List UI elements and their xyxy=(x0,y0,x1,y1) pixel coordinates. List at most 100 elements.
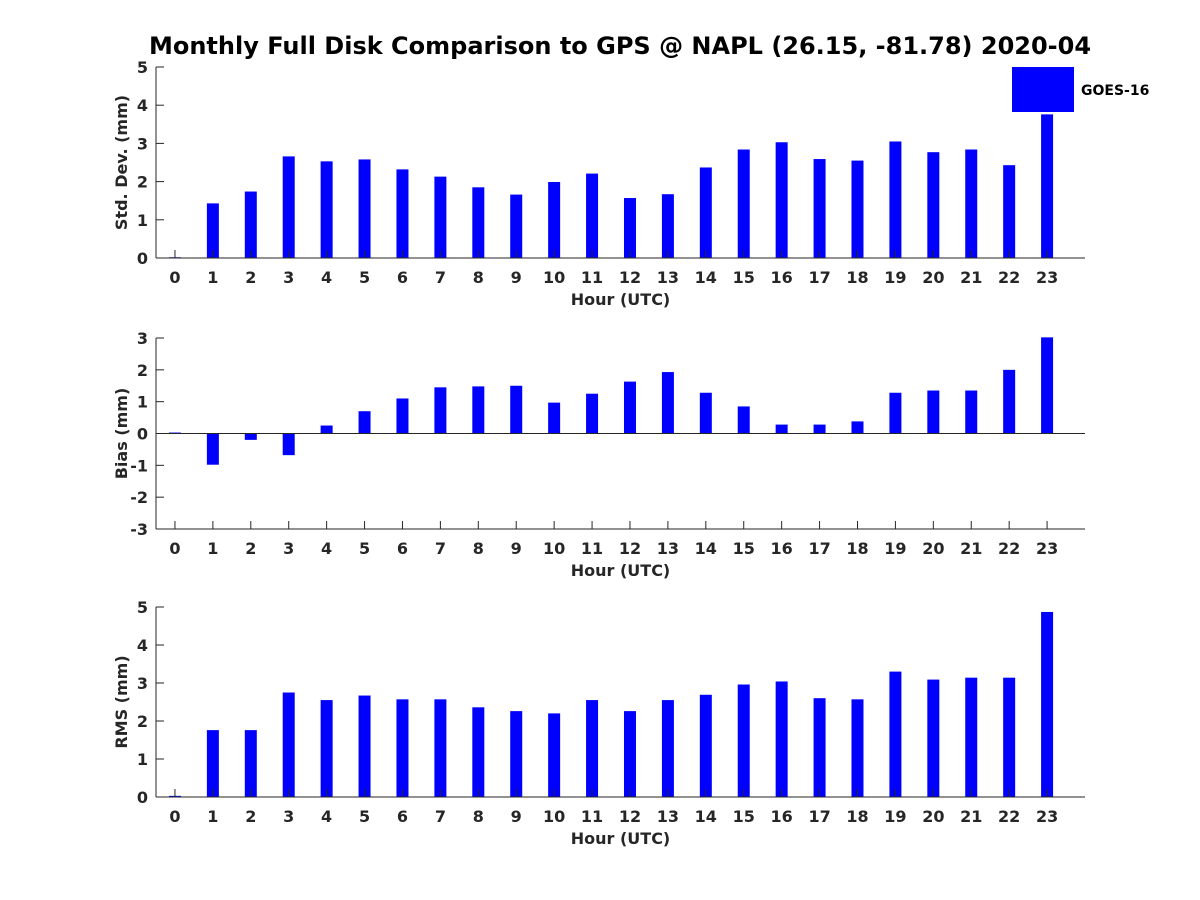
rms-bar-hour-20 xyxy=(927,679,940,797)
bias-bar-hour-21 xyxy=(965,390,978,434)
std-dev-x-tick-label: 9 xyxy=(511,268,522,287)
std-dev-x-tick-label: 1 xyxy=(207,268,218,287)
figure-title: Monthly Full Disk Comparison to GPS @ NA… xyxy=(149,32,1091,60)
rms-x-tick-label: 5 xyxy=(359,807,370,826)
bias-x-tick-label: 4 xyxy=(321,539,332,558)
bias-x-tick-label: 1 xyxy=(207,539,218,558)
bias-x-tick-label: 13 xyxy=(657,539,679,558)
std-dev-bar-hour-3 xyxy=(282,156,295,258)
bias-x-tick-label: 11 xyxy=(581,539,603,558)
bias-x-tick-label: 15 xyxy=(733,539,755,558)
rms-y-tick-label: 1 xyxy=(137,750,148,769)
bias-x-tick-label: 0 xyxy=(169,539,180,558)
std-dev-x-tick-label: 15 xyxy=(733,268,755,287)
rms-bar-hour-14 xyxy=(699,694,712,797)
rms-y-axis-label: RMS (mm) xyxy=(112,655,131,748)
bias-bar-hour-1 xyxy=(206,433,219,465)
bias-y-tick-label: -1 xyxy=(130,456,148,475)
bias-y-tick-label: -3 xyxy=(130,520,148,539)
rms-bar-hour-3 xyxy=(282,692,295,797)
std-dev-bar-hour-23 xyxy=(1041,114,1054,259)
rms-x-tick-label: 7 xyxy=(435,807,446,826)
rms-x-tick-label: 16 xyxy=(771,807,793,826)
std-dev-y-tick-label: 5 xyxy=(137,58,148,77)
rms-bar-hour-19 xyxy=(889,671,902,797)
std-dev-x-tick-label: 0 xyxy=(169,268,180,287)
bias-bar-hour-3 xyxy=(282,433,295,456)
rms-bar-hour-11 xyxy=(586,700,599,797)
bias-x-tick-label: 22 xyxy=(998,539,1020,558)
bias-bar-hour-5 xyxy=(358,411,371,434)
rms-x-tick-label: 1 xyxy=(207,807,218,826)
std-dev-x-tick-label: 4 xyxy=(321,268,332,287)
std-dev-x-tick-label: 11 xyxy=(581,268,603,287)
rms-x-tick-label: 9 xyxy=(511,807,522,826)
std-dev-bar-hour-13 xyxy=(661,194,674,258)
bias-x-tick-label: 2 xyxy=(245,539,256,558)
bias-bar-hour-17 xyxy=(813,424,826,434)
rms-bar-hour-21 xyxy=(965,677,978,797)
rms-y-tick-label: 3 xyxy=(137,674,148,693)
bias-x-tick-label: 7 xyxy=(435,539,446,558)
std-dev-x-tick-label: 18 xyxy=(846,268,868,287)
std-dev-x-tick-label: 20 xyxy=(922,268,944,287)
rms-x-tick-label: 17 xyxy=(808,807,830,826)
rms-x-tick-label: 18 xyxy=(846,807,868,826)
std-dev-x-tick-label: 13 xyxy=(657,268,679,287)
bias-y-tick-label: 2 xyxy=(137,361,148,380)
bias-y-tick-label: -2 xyxy=(130,488,148,507)
rms-x-tick-label: 12 xyxy=(619,807,641,826)
std-dev-bar-hour-22 xyxy=(1003,165,1016,258)
bias-bar-hour-7 xyxy=(434,387,447,434)
rms-x-tick-label: 14 xyxy=(695,807,717,826)
bias-x-tick-label: 18 xyxy=(846,539,868,558)
rms-bar-hour-1 xyxy=(206,730,219,797)
bias-bar-hour-20 xyxy=(927,390,940,434)
std-dev-bar-hour-21 xyxy=(965,149,978,258)
rms-bar-hour-17 xyxy=(813,698,826,797)
rms-y-tick-label: 2 xyxy=(137,712,148,731)
rms-bar-hour-4 xyxy=(320,700,333,797)
std-dev-bar-hour-8 xyxy=(472,187,485,258)
std-dev-bar-hour-18 xyxy=(851,160,864,258)
bias-bar-hour-14 xyxy=(699,392,712,434)
bias-bar-hour-11 xyxy=(586,393,599,434)
std-dev-x-axis-label: Hour (UTC) xyxy=(571,290,671,309)
std-dev-bar-hour-5 xyxy=(358,159,371,258)
bias-bar-hour-2 xyxy=(244,433,257,440)
rms-bar-hour-18 xyxy=(851,699,864,797)
std-dev-x-tick-label: 17 xyxy=(808,268,830,287)
std-dev-y-tick-label: 0 xyxy=(137,249,148,268)
legend-label: GOES-16 xyxy=(1081,83,1149,99)
std-dev-bar-hour-14 xyxy=(699,167,712,258)
bias-x-tick-label: 23 xyxy=(1036,539,1058,558)
std-dev-y-axis-label: Std. Dev. (mm) xyxy=(112,95,131,230)
rms-bar-hour-7 xyxy=(434,699,447,797)
bias-x-tick-label: 21 xyxy=(960,539,982,558)
rms-bar-hour-8 xyxy=(472,707,485,797)
rms-bar-hour-16 xyxy=(775,681,788,797)
std-dev-bar-hour-11 xyxy=(586,173,599,258)
bias-bar-hour-22 xyxy=(1003,369,1016,434)
rms-x-tick-label: 23 xyxy=(1036,807,1058,826)
rms-x-tick-label: 19 xyxy=(884,807,906,826)
bias-x-tick-label: 10 xyxy=(543,539,565,558)
bias-x-tick-label: 17 xyxy=(808,539,830,558)
legend: GOES-16 xyxy=(1012,67,1149,112)
std-dev-x-tick-label: 2 xyxy=(245,268,256,287)
std-dev-bar-hour-12 xyxy=(623,198,636,258)
rms-bar-hour-23 xyxy=(1041,611,1054,797)
bias-x-tick-label: 3 xyxy=(283,539,294,558)
rms-x-tick-label: 21 xyxy=(960,807,982,826)
std-dev-x-tick-label: 10 xyxy=(543,268,565,287)
std-dev-bar-hour-9 xyxy=(510,194,523,258)
std-dev-bar-hour-7 xyxy=(434,176,447,258)
bias-bar-hour-23 xyxy=(1041,337,1054,434)
bias-x-tick-label: 16 xyxy=(771,539,793,558)
bias-bar-hour-4 xyxy=(320,425,333,434)
std-dev-bar-hour-17 xyxy=(813,159,826,258)
bias-x-axis-label: Hour (UTC) xyxy=(571,561,671,580)
rms-x-tick-label: 10 xyxy=(543,807,565,826)
